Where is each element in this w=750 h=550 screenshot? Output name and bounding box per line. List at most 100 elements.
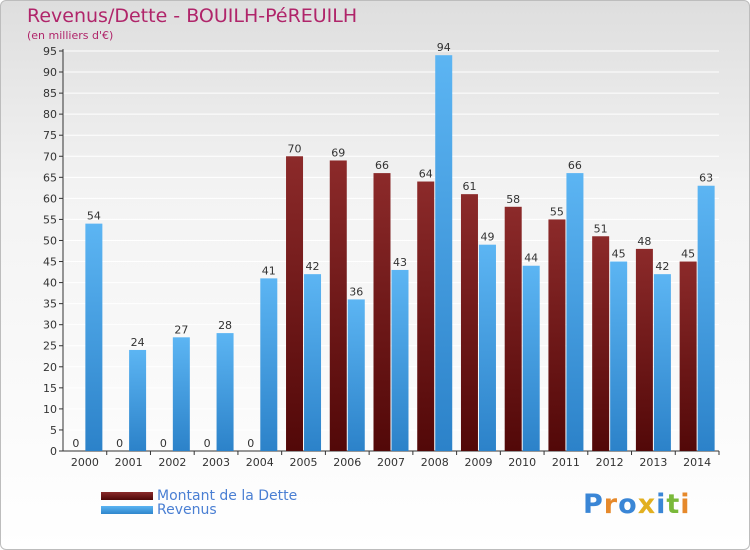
x-tick-label: 2005	[290, 456, 318, 469]
x-tick-label: 2004	[246, 456, 274, 469]
data-label-dette: 48	[637, 235, 651, 248]
y-tick-label: 85	[43, 87, 57, 100]
y-tick-label: 10	[43, 403, 57, 416]
data-label-dette: 55	[550, 205, 564, 218]
bar-revenus	[391, 269, 409, 451]
bar-revenus	[172, 337, 190, 451]
logo-letter: i	[680, 489, 691, 520]
legend-label-dette: Montant de la Dette	[157, 488, 298, 504]
y-tick-label: 40	[43, 277, 57, 290]
data-label-dette: 0	[72, 437, 79, 450]
bar-revenus	[85, 223, 103, 451]
y-tick-label: 75	[43, 129, 57, 142]
y-tick-label: 55	[43, 213, 57, 226]
data-label-revenus: 49	[480, 231, 494, 244]
bar-dette	[329, 160, 347, 451]
bar-revenus	[435, 55, 453, 452]
data-label-dette: 66	[375, 159, 389, 172]
data-label-dette: 51	[594, 222, 608, 235]
bar-dette	[460, 194, 478, 451]
bar-revenus	[304, 274, 322, 451]
x-tick-label: 2010	[508, 456, 536, 469]
data-label-revenus: 43	[393, 256, 407, 269]
logo-letter: t	[666, 489, 681, 520]
y-tick-label: 5	[50, 424, 57, 437]
y-tick-label: 45	[43, 256, 57, 269]
x-tick-label: 2012	[596, 456, 624, 469]
data-label-revenus: 66	[568, 159, 582, 172]
y-tick-label: 15	[43, 382, 57, 395]
data-label-dette: 0	[116, 437, 123, 450]
logo-letter: o	[618, 489, 638, 520]
bar-revenus	[697, 185, 715, 451]
bar-revenus	[260, 278, 278, 451]
x-tick-label: 2011	[552, 456, 580, 469]
bar-dette	[417, 181, 435, 452]
bar-revenus	[216, 333, 234, 451]
bar-dette	[592, 236, 610, 451]
data-label-dette: 69	[331, 146, 345, 159]
data-label-dette: 61	[462, 180, 476, 193]
bar-dette	[286, 156, 304, 451]
y-tick-label: 35	[43, 298, 57, 311]
legend-item-dette: Montant de la Dette	[101, 488, 297, 504]
x-tick-label: 2001	[115, 456, 143, 469]
y-tick-label: 70	[43, 150, 57, 163]
y-tick-label: 25	[43, 340, 57, 353]
data-label-revenus: 28	[218, 319, 232, 332]
x-tick-label: 2006	[333, 456, 361, 469]
bar-dette	[635, 248, 653, 451]
data-label-revenus: 42	[655, 260, 669, 273]
logo-letter: P	[583, 489, 604, 520]
x-tick-label: 2007	[377, 456, 405, 469]
data-label-revenus: 24	[131, 336, 145, 349]
proxiti-logo: Proxiti	[583, 489, 691, 520]
logo-letter: i	[656, 489, 667, 520]
bar-revenus	[653, 274, 671, 451]
x-tick-label: 2009	[464, 456, 492, 469]
data-label-revenus: 44	[524, 252, 538, 265]
y-tick-label: 0	[50, 445, 57, 458]
data-label-revenus: 54	[87, 210, 101, 223]
y-tick-label: 95	[43, 45, 57, 58]
data-label-dette: 64	[419, 168, 433, 181]
y-tick-label: 30	[43, 319, 57, 332]
y-tick-label: 60	[43, 192, 57, 205]
legend-swatch-revenus	[101, 506, 153, 514]
data-label-revenus: 63	[699, 172, 713, 185]
x-tick-label: 2000	[71, 456, 99, 469]
bar-revenus	[610, 261, 628, 451]
bar-revenus	[347, 299, 365, 451]
logo-letter: r	[603, 489, 619, 520]
data-label-dette: 0	[204, 437, 211, 450]
data-label-dette: 0	[247, 437, 254, 450]
data-label-dette: 70	[288, 142, 302, 155]
bar-dette	[679, 261, 697, 451]
chart-subtitle: (en milliers d'€)	[27, 29, 114, 42]
bar-dette	[504, 206, 522, 451]
data-label-revenus: 45	[612, 248, 626, 261]
legend-swatch-dette	[101, 492, 153, 500]
bar-revenus	[522, 265, 540, 451]
y-tick-label: 90	[43, 66, 57, 79]
data-label-dette: 0	[160, 437, 167, 450]
data-label-dette: 58	[506, 193, 520, 206]
chart-title: Revenus/Dette - BOUILH-PéREUILH	[27, 5, 358, 27]
x-tick-label: 2003	[202, 456, 230, 469]
y-tick-label: 65	[43, 171, 57, 184]
legend-item-revenus: Revenus	[101, 502, 217, 518]
x-tick-label: 2002	[158, 456, 186, 469]
bar-dette	[373, 173, 391, 451]
y-tick-label: 20	[43, 361, 57, 374]
data-label-revenus: 42	[306, 260, 320, 273]
data-label-revenus: 27	[174, 323, 188, 336]
bar-revenus	[566, 173, 584, 451]
x-tick-label: 2008	[421, 456, 449, 469]
y-tick-label: 80	[43, 108, 57, 121]
data-label-dette: 45	[681, 248, 695, 261]
x-tick-label: 2014	[683, 456, 711, 469]
bar-revenus	[129, 349, 147, 451]
legend-label-revenus: Revenus	[157, 502, 217, 518]
